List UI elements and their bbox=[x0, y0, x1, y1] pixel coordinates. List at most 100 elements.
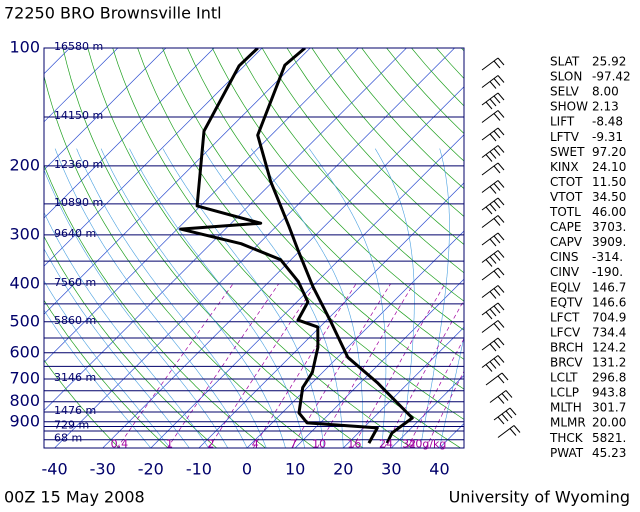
barb-flag bbox=[489, 238, 497, 247]
index-name: LFTV bbox=[550, 130, 580, 144]
barb-flag bbox=[501, 393, 509, 401]
barb-flag bbox=[489, 343, 497, 352]
barb-flag bbox=[501, 372, 509, 381]
wind-barb bbox=[481, 127, 505, 142]
wind-barb bbox=[481, 267, 505, 281]
height-label: 12360 m bbox=[54, 158, 103, 171]
wind-barb bbox=[481, 197, 505, 215]
wind-barb bbox=[485, 372, 509, 386]
barb-flag bbox=[493, 270, 501, 279]
index-value: 943.8 bbox=[592, 386, 626, 400]
mixing-ratio-line bbox=[425, 370, 464, 448]
height-label: 1476 m bbox=[54, 404, 96, 417]
index-name: CAPE bbox=[550, 220, 581, 234]
barb-flag bbox=[493, 78, 501, 86]
wind-barb bbox=[481, 320, 505, 333]
y-tick-label: 200 bbox=[9, 155, 40, 174]
index-value: -8.48 bbox=[592, 115, 623, 129]
index-value: -314. bbox=[592, 250, 623, 264]
barb-flag bbox=[497, 285, 505, 293]
wind-barb bbox=[489, 390, 513, 404]
moist-adiabat bbox=[419, 148, 450, 448]
index-name: LIFT bbox=[550, 115, 575, 129]
barb-flag bbox=[489, 151, 497, 159]
isotherm bbox=[150, 134, 464, 448]
mixing-ratio-line bbox=[167, 283, 279, 448]
barb-staff bbox=[481, 162, 499, 176]
isotherm bbox=[246, 230, 464, 448]
index-name: LCLP bbox=[550, 386, 579, 400]
barb-flag bbox=[497, 267, 505, 276]
index-value: 301.7 bbox=[592, 401, 626, 415]
dry-adiabat bbox=[137, 48, 464, 420]
index-name: SLAT bbox=[550, 55, 580, 69]
barb-flag bbox=[489, 203, 497, 212]
index-name: KINX bbox=[550, 160, 579, 174]
barb-flag bbox=[505, 390, 513, 398]
moist-adiabat bbox=[308, 148, 387, 448]
x-tick-label: 0 bbox=[242, 460, 252, 479]
dry-adiabat bbox=[44, 299, 169, 448]
mixing-ratio-label: 7 bbox=[290, 438, 297, 451]
wind-barb bbox=[481, 302, 505, 320]
barb-flag bbox=[497, 162, 505, 171]
index-value: 45.23 bbox=[592, 446, 626, 460]
index-name: VTOT bbox=[550, 190, 583, 204]
index-value: 24.10 bbox=[592, 160, 626, 174]
mixing-ratio-label: 32 bbox=[402, 438, 416, 451]
barb-flag bbox=[493, 218, 501, 226]
dry-adiabat bbox=[44, 359, 120, 448]
mixing-ratio-line bbox=[252, 283, 357, 448]
dry-adiabat bbox=[44, 74, 315, 448]
barb-flag bbox=[497, 416, 505, 425]
index-name: PWAT bbox=[550, 446, 584, 460]
isotherm bbox=[102, 86, 464, 448]
wind-barb bbox=[481, 57, 505, 71]
barb-flag bbox=[513, 425, 521, 433]
index-value: -9.31 bbox=[592, 130, 623, 144]
wind-barb bbox=[493, 407, 517, 425]
y-tick-label: 900 bbox=[9, 411, 40, 430]
dry-adiabat bbox=[112, 48, 461, 448]
moist-adiabat bbox=[439, 336, 464, 448]
x-tick-label: 20 bbox=[333, 460, 353, 479]
x-tick-label: 10 bbox=[285, 460, 305, 479]
wind-barb bbox=[481, 232, 505, 247]
barb-flag bbox=[485, 259, 493, 267]
index-name: CINS bbox=[550, 250, 579, 264]
moist-adiabat bbox=[76, 148, 267, 448]
index-value: 34.50 bbox=[592, 190, 626, 204]
index-name: CAPV bbox=[550, 235, 583, 249]
dry-adiabat bbox=[236, 48, 464, 302]
index-name: TOTL bbox=[549, 205, 581, 219]
dry-adiabat bbox=[286, 48, 464, 245]
mixing-ratio-label: 2 bbox=[207, 438, 214, 451]
index-name: SHOW bbox=[550, 100, 588, 114]
index-name: LFCT bbox=[550, 310, 580, 324]
index-value: 97.20 bbox=[592, 145, 626, 159]
barb-flag bbox=[497, 110, 505, 118]
barb-flag bbox=[493, 235, 501, 244]
barb-staff bbox=[485, 372, 503, 386]
index-name: MLTH bbox=[550, 401, 582, 415]
index-name: EQTV bbox=[550, 295, 583, 309]
barb-staff bbox=[481, 110, 499, 123]
index-value: 296.8 bbox=[592, 371, 626, 385]
wind-barb bbox=[497, 425, 521, 438]
barb-flag bbox=[493, 183, 501, 191]
barb-staff bbox=[481, 320, 499, 333]
barb-staff bbox=[497, 425, 515, 438]
dry-adiabat bbox=[87, 48, 412, 448]
height-label: 729 m bbox=[54, 418, 89, 431]
barb-flag bbox=[497, 337, 505, 346]
x-tick-label: 30 bbox=[381, 460, 401, 479]
x-tick-label: -40 bbox=[42, 460, 68, 479]
wind-barb bbox=[481, 250, 505, 267]
moist-adiabat bbox=[162, 148, 325, 448]
x-tick-label: -10 bbox=[186, 460, 212, 479]
barb-flag bbox=[497, 375, 505, 384]
moist-adiabat bbox=[44, 168, 229, 448]
dry-adiabat bbox=[44, 235, 217, 448]
isotherm bbox=[294, 278, 464, 448]
